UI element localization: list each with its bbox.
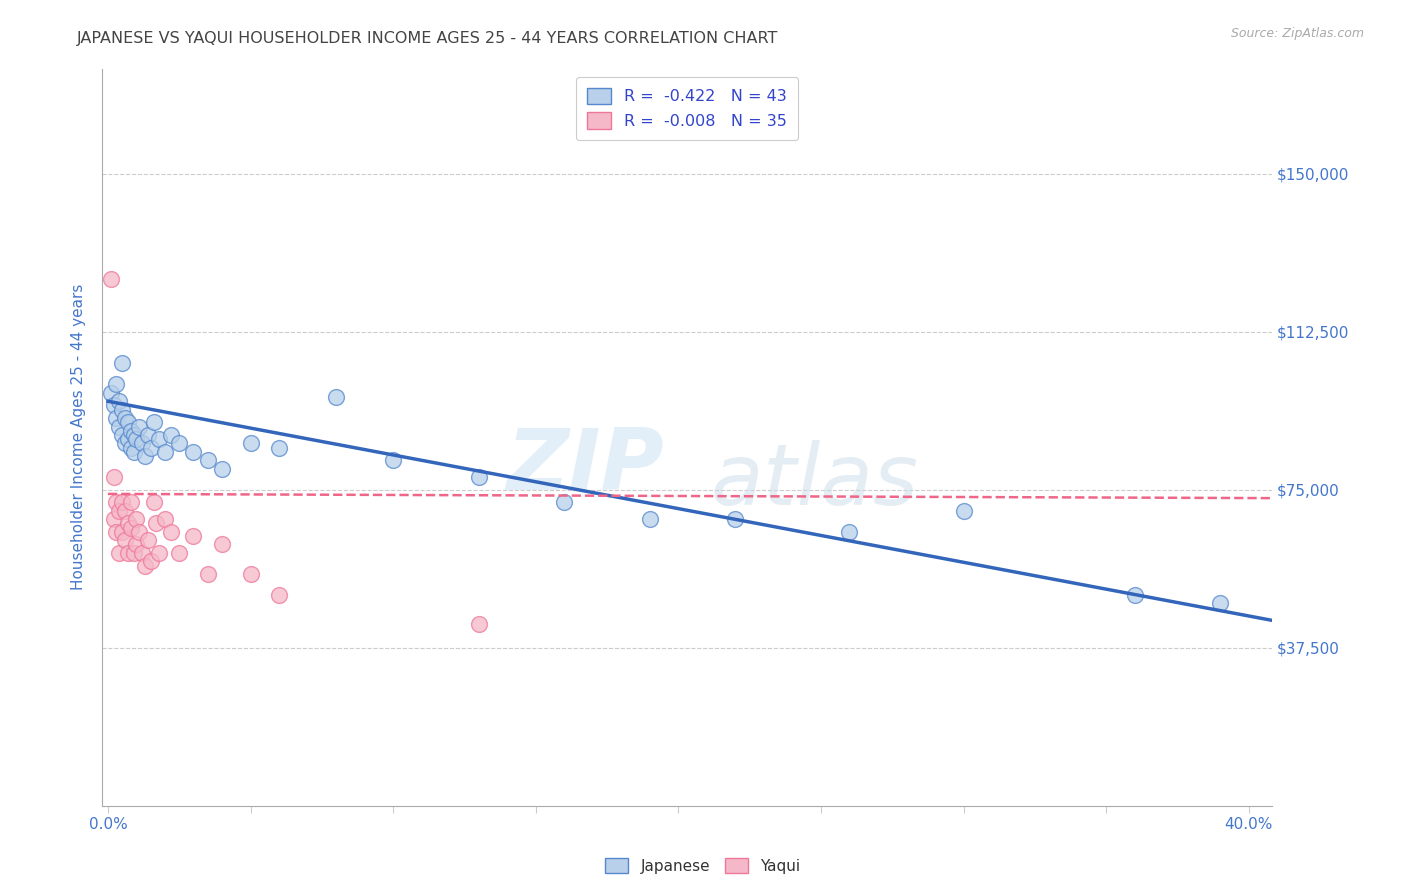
Point [108,504,131,518]
Point [467,617,489,632]
Point [128,419,150,434]
Point [108,546,131,560]
Legend: R =  -0.422   N = 43, R =  -0.008   N = 35: R = -0.422 N = 43, R = -0.008 N = 35 [576,77,797,140]
Point [114,504,136,518]
Point [103,399,125,413]
Point [114,411,136,425]
Point [183,445,205,459]
Point [103,470,125,484]
Point [105,411,128,425]
Point [239,436,262,450]
Point [125,512,148,526]
Point [553,495,575,509]
Point [108,394,131,409]
Point [382,453,405,467]
Point [267,441,290,455]
Point [114,436,136,450]
Point [167,546,190,560]
Point [148,546,170,560]
Point [105,495,128,509]
Point [325,390,347,404]
Point [136,428,159,442]
Point [111,402,134,417]
Point [838,524,860,539]
Point [211,537,233,551]
Point [111,495,134,509]
Point [111,428,134,442]
Point [120,441,142,455]
Point [105,524,128,539]
Point [638,512,661,526]
Point [136,533,159,548]
Point [125,537,148,551]
Point [111,356,134,370]
Point [239,566,262,581]
Point [125,432,148,446]
Point [1209,596,1232,610]
Point [114,533,136,548]
Point [122,445,145,459]
Point [108,419,131,434]
Point [120,495,142,509]
Point [128,524,150,539]
Point [103,512,125,526]
Point [117,432,139,446]
Text: ZIP: ZIP [506,425,664,508]
Point [100,385,122,400]
Point [105,377,128,392]
Point [724,512,747,526]
Point [142,495,165,509]
Point [467,470,489,484]
Point [153,445,176,459]
Point [122,428,145,442]
Point [1123,588,1146,602]
Text: Source: ZipAtlas.com: Source: ZipAtlas.com [1230,27,1364,40]
Y-axis label: Householder Income Ages 25 - 44 years: Householder Income Ages 25 - 44 years [72,284,86,591]
Point [142,415,165,429]
Point [952,504,974,518]
Point [134,558,156,573]
Point [159,428,181,442]
Point [197,453,219,467]
Point [167,436,190,450]
Point [159,524,181,539]
Point [122,546,145,560]
Point [148,432,170,446]
Point [139,441,162,455]
Text: JAPANESE VS YAQUI HOUSEHOLDER INCOME AGES 25 - 44 YEARS CORRELATION CHART: JAPANESE VS YAQUI HOUSEHOLDER INCOME AGE… [77,31,779,46]
Point [267,588,290,602]
Legend: Japanese, Yaqui: Japanese, Yaqui [599,852,807,880]
Point [139,554,162,568]
Point [120,520,142,534]
Point [111,524,134,539]
Point [197,566,219,581]
Point [131,546,153,560]
Point [134,449,156,463]
Point [100,272,122,286]
Point [120,424,142,438]
Text: atlas: atlas [710,440,918,523]
Point [117,415,139,429]
Point [153,512,176,526]
Point [117,516,139,531]
Point [211,461,233,475]
Point [131,436,153,450]
Point [183,529,205,543]
Point [117,546,139,560]
Point [145,516,167,531]
